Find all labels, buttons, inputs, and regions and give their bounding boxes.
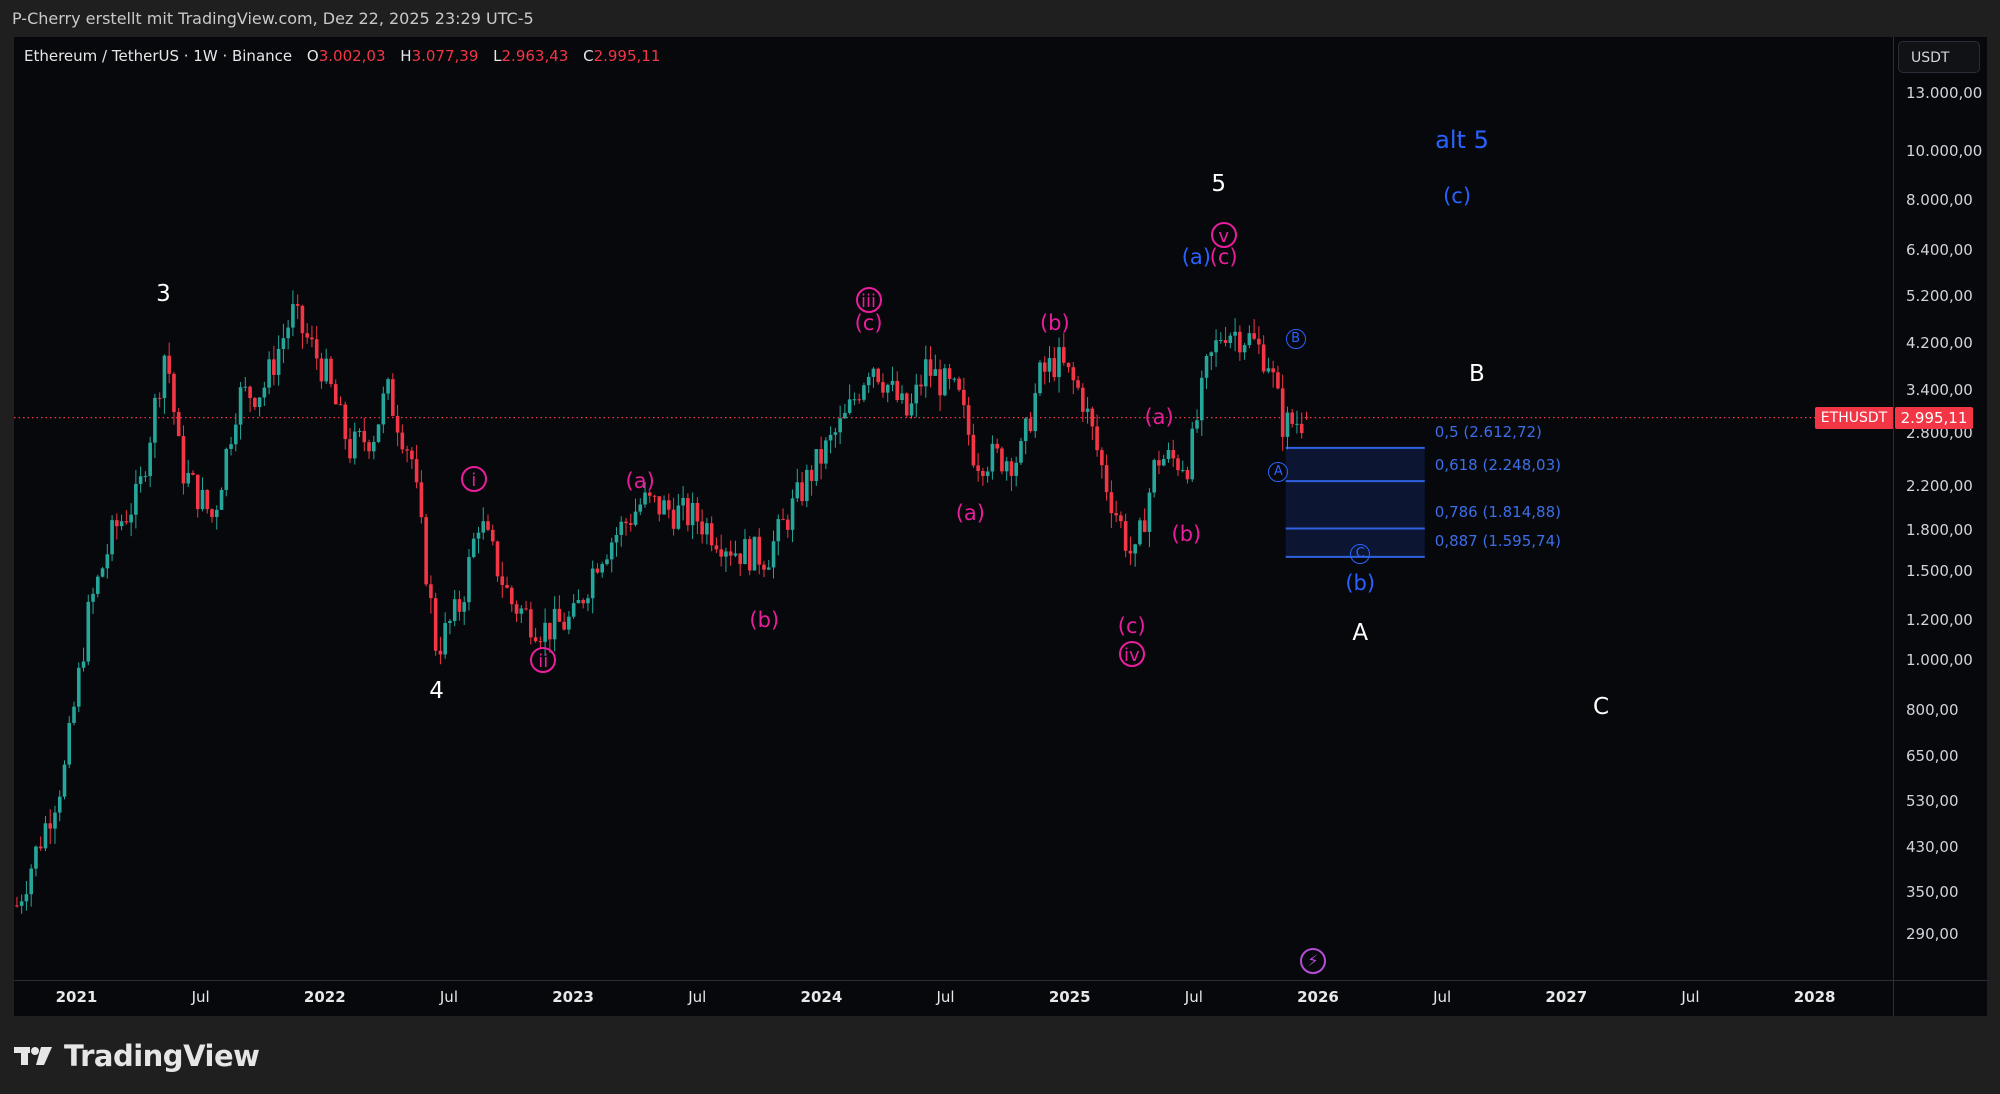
price-tick: 6.400,00 — [1906, 240, 1973, 259]
axis-corner — [1893, 980, 1987, 1016]
fib-level-label: 0,786 (1.814,88) — [1434, 503, 1561, 522]
price-tick: 2.200,00 — [1906, 476, 1973, 495]
wave-label[interactable]: i — [460, 465, 487, 492]
tradingview-logo-icon — [14, 1047, 52, 1065]
wave-label[interactable]: (a) — [1181, 244, 1211, 269]
wave-label[interactable]: (a) — [625, 468, 655, 493]
time-tick: Jul — [191, 988, 210, 1006]
wave-label[interactable]: iii — [855, 286, 882, 313]
wave-label[interactable]: v — [1210, 221, 1237, 248]
wave-label[interactable]: (c) — [1209, 244, 1238, 269]
time-tick: 2025 — [1048, 988, 1091, 1006]
wave-label[interactable]: 4 — [429, 678, 444, 705]
wave-label[interactable]: (b) — [1171, 521, 1202, 546]
price-tick: 350,00 — [1906, 883, 1959, 902]
price-tick: 1.000,00 — [1906, 651, 1973, 670]
price-tick: 800,00 — [1906, 700, 1959, 719]
high-value: 3.077,39 — [411, 47, 479, 65]
time-tick: 2021 — [55, 988, 98, 1006]
last-price-tag: 2.995,11 — [1895, 407, 1973, 429]
time-tick: 2024 — [800, 988, 843, 1006]
tradingview-logo: TradingView — [14, 1039, 260, 1073]
chart-pane[interactable] — [14, 37, 1986, 1015]
price-tick: 3.400,00 — [1906, 380, 1973, 399]
wave-label[interactable]: C — [1593, 693, 1610, 720]
low-value: 2.963,43 — [501, 47, 569, 65]
wave-label[interactable]: (c) — [1443, 184, 1472, 209]
price-tick: 4.200,00 — [1906, 333, 1973, 352]
time-tick: 2028 — [1793, 988, 1836, 1006]
brand-name: TradingView — [64, 1039, 260, 1073]
price-tick: 650,00 — [1906, 746, 1959, 765]
symbol-price-tag: ETHUSDT — [1815, 407, 1893, 429]
time-tick: Jul — [688, 988, 707, 1006]
price-tick: 430,00 — [1906, 837, 1959, 856]
wave-label[interactable]: iv — [1118, 640, 1145, 667]
wave-label[interactable]: (b) — [1039, 310, 1070, 335]
wave-label[interactable]: (a) — [1144, 405, 1174, 430]
fib-level-label: 0,5 (2.612,72) — [1434, 422, 1542, 441]
time-tick: Jul — [936, 988, 955, 1006]
open-value: 3.002,03 — [318, 47, 386, 65]
price-tick: 290,00 — [1906, 925, 1959, 943]
wave-label[interactable]: (c) — [854, 310, 883, 335]
wave-label[interactable]: B — [1469, 360, 1485, 387]
time-tick: 2022 — [303, 988, 346, 1006]
time-tick: 2027 — [1545, 988, 1588, 1006]
wave-label[interactable]: C — [1350, 543, 1371, 564]
price-tick: 8.000,00 — [1906, 191, 1973, 210]
fib-level-label: 0,618 (2.248,03) — [1434, 456, 1561, 475]
wave-label[interactable]: 5 — [1211, 171, 1226, 198]
wave-label[interactable]: A — [1268, 462, 1289, 483]
wave-label[interactable]: A — [1352, 620, 1369, 647]
symbol-legend: Ethereum / TetherUS · 1W · Binance O3.00… — [24, 47, 661, 65]
time-tick: 2023 — [552, 988, 594, 1006]
wave-label[interactable]: ii — [530, 647, 557, 674]
time-tick: Jul — [1681, 988, 1700, 1006]
price-tick: 1.800,00 — [1906, 521, 1973, 540]
wave-label[interactable]: (c) — [1117, 613, 1146, 638]
close-value: 2.995,11 — [593, 47, 661, 65]
price-tick: 5.200,00 — [1906, 286, 1973, 305]
time-axis[interactable] — [14, 980, 1893, 1016]
time-tick: Jul — [1433, 988, 1452, 1006]
currency-button[interactable]: USDT — [1898, 41, 1980, 73]
time-tick: 2026 — [1297, 988, 1339, 1006]
price-axis[interactable]: 13.000,00 10.000,00 8.000,00 6.400,00 5.200,… — [1893, 37, 1987, 980]
time-tick: Jul — [439, 988, 458, 1006]
wave-label[interactable]: 3 — [156, 280, 171, 307]
wave-label[interactable]: (b) — [749, 607, 780, 632]
price-tick: 10.000,00 — [1906, 142, 1983, 161]
lightning-event-icon[interactable]: ⚡ — [1300, 948, 1326, 974]
wave-label[interactable]: (a) — [955, 500, 986, 525]
wave-label[interactable]: (b) — [1345, 570, 1376, 595]
wave-label[interactable]: alt 5 — [1435, 126, 1489, 155]
price-tick: 1.200,00 — [1906, 610, 1973, 629]
fib-level-label: 0,887 (1.595,74) — [1434, 531, 1561, 550]
wave-label[interactable]: B — [1285, 328, 1306, 349]
time-tick: Jul — [1184, 988, 1203, 1006]
price-tick: 1.500,00 — [1906, 561, 1973, 580]
price-tick: 13.000,00 — [1906, 84, 1983, 102]
symbol-title[interactable]: Ethereum / TetherUS · 1W · Binance — [24, 47, 293, 65]
attribution-text: P-Cherry erstellt mit TradingView.com, D… — [12, 9, 534, 28]
price-tick: 530,00 — [1906, 791, 1959, 810]
